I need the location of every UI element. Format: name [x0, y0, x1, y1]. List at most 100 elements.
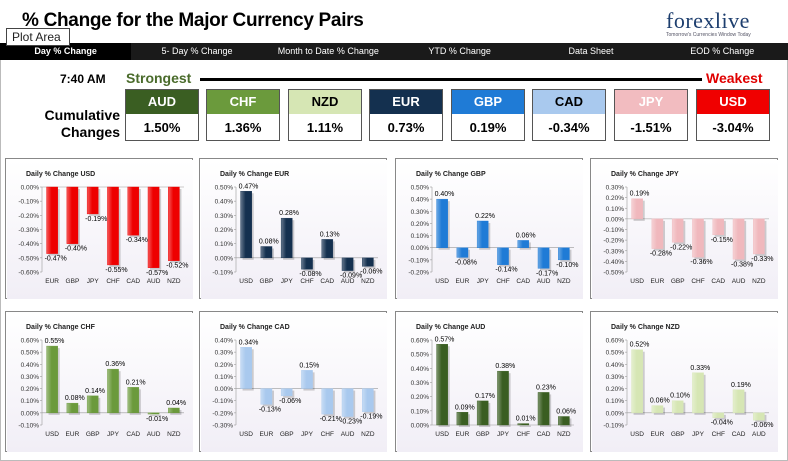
y-tick-label: 0.00%	[215, 386, 234, 393]
tab-ytd-change[interactable]: YTD % Change	[428, 46, 491, 56]
tab-eod-change[interactable]: EOD % Change	[690, 46, 755, 56]
bar[interactable]	[341, 257, 354, 271]
bar[interactable]	[753, 412, 765, 421]
bar[interactable]	[107, 186, 119, 266]
currency-name: AUD	[126, 90, 198, 114]
bar-shadow	[519, 425, 531, 427]
panel-background	[592, 313, 778, 452]
bar[interactable]	[107, 368, 119, 414]
currency-value: -0.34%	[548, 120, 590, 135]
bar[interactable]	[147, 412, 160, 415]
bar[interactable]	[456, 412, 469, 426]
tab-month-to-date[interactable]: Month to Date % Change	[277, 46, 379, 56]
bar[interactable]	[362, 257, 374, 267]
bar[interactable]	[321, 239, 334, 259]
bar[interactable]	[240, 347, 252, 389]
chart-panel-aud[interactable]: Daily % Change AUD 0.60% 0.50% 0.40% 0.30% 0.…	[395, 311, 583, 452]
bar[interactable]	[46, 345, 58, 414]
bar[interactable]	[537, 247, 550, 269]
chart-panel-chf[interactable]: Daily % Change CHF 0.60% 0.50% 0.40% 0.30% 0.…	[5, 311, 193, 452]
bar[interactable]	[127, 387, 140, 414]
bar[interactable]	[301, 370, 313, 389]
chart-panel-nzd[interactable]: Daily % Change NZD 0.60% 0.50% 0.40% 0.30% 0.…	[590, 311, 778, 452]
bar[interactable]	[260, 246, 273, 259]
bar[interactable]	[456, 247, 469, 258]
bar[interactable]	[260, 388, 273, 405]
y-tick-label: -0.10%	[603, 423, 624, 430]
chart-panel-jpy[interactable]: Daily % Change JPY 0.30% 0.20% 0.10% 0.00% -0…	[590, 158, 778, 299]
x-tick-label: AUD	[147, 431, 161, 438]
chart-panel-cad[interactable]: Daily % Change CAD 0.40% 0.30% 0.20% 0.10% 0.…	[199, 311, 387, 452]
bar[interactable]	[147, 186, 160, 268]
bar[interactable]	[517, 240, 530, 248]
bar[interactable]	[732, 218, 745, 260]
cumulative-label-line2: Changes	[60, 124, 120, 140]
y-tick-label: 0.60%	[411, 338, 430, 345]
bar[interactable]	[46, 186, 58, 254]
bar[interactable]	[671, 400, 684, 414]
bar[interactable]	[66, 186, 79, 244]
chart-panel-eur[interactable]: Daily % Change EUR 0.50% 0.40% 0.30% 0.20% 0.…	[199, 158, 387, 299]
y-tick-label: 0.10%	[21, 398, 40, 405]
bar[interactable]	[497, 370, 509, 426]
currency-box-aud: AUD 1.50%	[125, 89, 199, 141]
y-tick-label: 0.00%	[215, 255, 234, 262]
forexlive-logo[interactable]: forexlive Tomorrow's Currencies Window T…	[666, 8, 766, 42]
data-label: -0.47%	[45, 256, 67, 263]
bar[interactable]	[280, 217, 293, 259]
bar[interactable]	[732, 389, 745, 414]
currency-value: 1.36%	[224, 120, 262, 135]
bar[interactable]	[692, 372, 704, 414]
y-tick-label: 0.00%	[411, 423, 430, 430]
bar[interactable]	[537, 392, 550, 426]
bar[interactable]	[692, 218, 704, 258]
bar[interactable]	[321, 388, 334, 415]
bar[interactable]	[631, 349, 643, 414]
currency-box-gbp: GBP 0.19%	[451, 89, 525, 141]
x-tick-label: JPY	[477, 278, 490, 285]
currency-name: CHF	[207, 90, 279, 114]
bar[interactable]	[436, 344, 448, 426]
bar[interactable]	[712, 412, 725, 418]
y-tick-label: 0.30%	[21, 374, 40, 381]
y-tick-label: 0.30%	[606, 374, 625, 381]
tab-5-day-change[interactable]: 5- Day % Change	[161, 46, 233, 56]
bar[interactable]	[671, 218, 684, 243]
bar[interactable]	[753, 218, 765, 255]
bar[interactable]	[436, 198, 448, 248]
data-label: -0.38%	[731, 261, 753, 268]
chart-panel-usd[interactable]: Daily % Change USD 0.00% -0.10% -0.20% -0.30…	[5, 158, 193, 299]
bar[interactable]	[651, 218, 664, 249]
chart-title: Daily % Change NZD	[611, 324, 680, 331]
tab-day-change[interactable]: Day % Change	[0, 43, 132, 60]
y-tick-label: 0.20%	[21, 386, 40, 393]
bar[interactable]	[240, 191, 252, 259]
bar[interactable]	[362, 388, 374, 412]
bar[interactable]	[476, 400, 489, 426]
tab-data-sheet[interactable]: Data Sheet	[568, 46, 614, 56]
bar[interactable]	[86, 186, 99, 215]
data-label: 0.22%	[475, 213, 495, 220]
bar[interactable]	[558, 416, 570, 426]
bar[interactable]	[66, 402, 79, 414]
bar[interactable]	[497, 247, 509, 265]
bar[interactable]	[476, 220, 489, 248]
bar[interactable]	[558, 247, 570, 261]
bar[interactable]	[631, 198, 643, 220]
x-tick-label: EUR	[456, 278, 470, 285]
bar[interactable]	[651, 405, 664, 414]
x-tick-label: AUD	[341, 431, 355, 438]
bar[interactable]	[280, 388, 293, 397]
data-label: -0.04%	[711, 420, 733, 427]
bar[interactable]	[301, 257, 313, 270]
chart-panel-gbp[interactable]: Daily % Change GBP 0.50% 0.40% 0.30% 0.20% 0.…	[395, 158, 583, 299]
bar[interactable]	[127, 186, 140, 236]
bar[interactable]	[168, 407, 180, 414]
bar[interactable]	[517, 423, 530, 426]
bar[interactable]	[712, 218, 725, 236]
bar[interactable]	[168, 186, 180, 261]
strongest-label: Strongest	[126, 70, 192, 86]
bar[interactable]	[341, 388, 354, 417]
bar[interactable]	[86, 395, 99, 414]
x-tick-label: CHF	[496, 278, 509, 285]
